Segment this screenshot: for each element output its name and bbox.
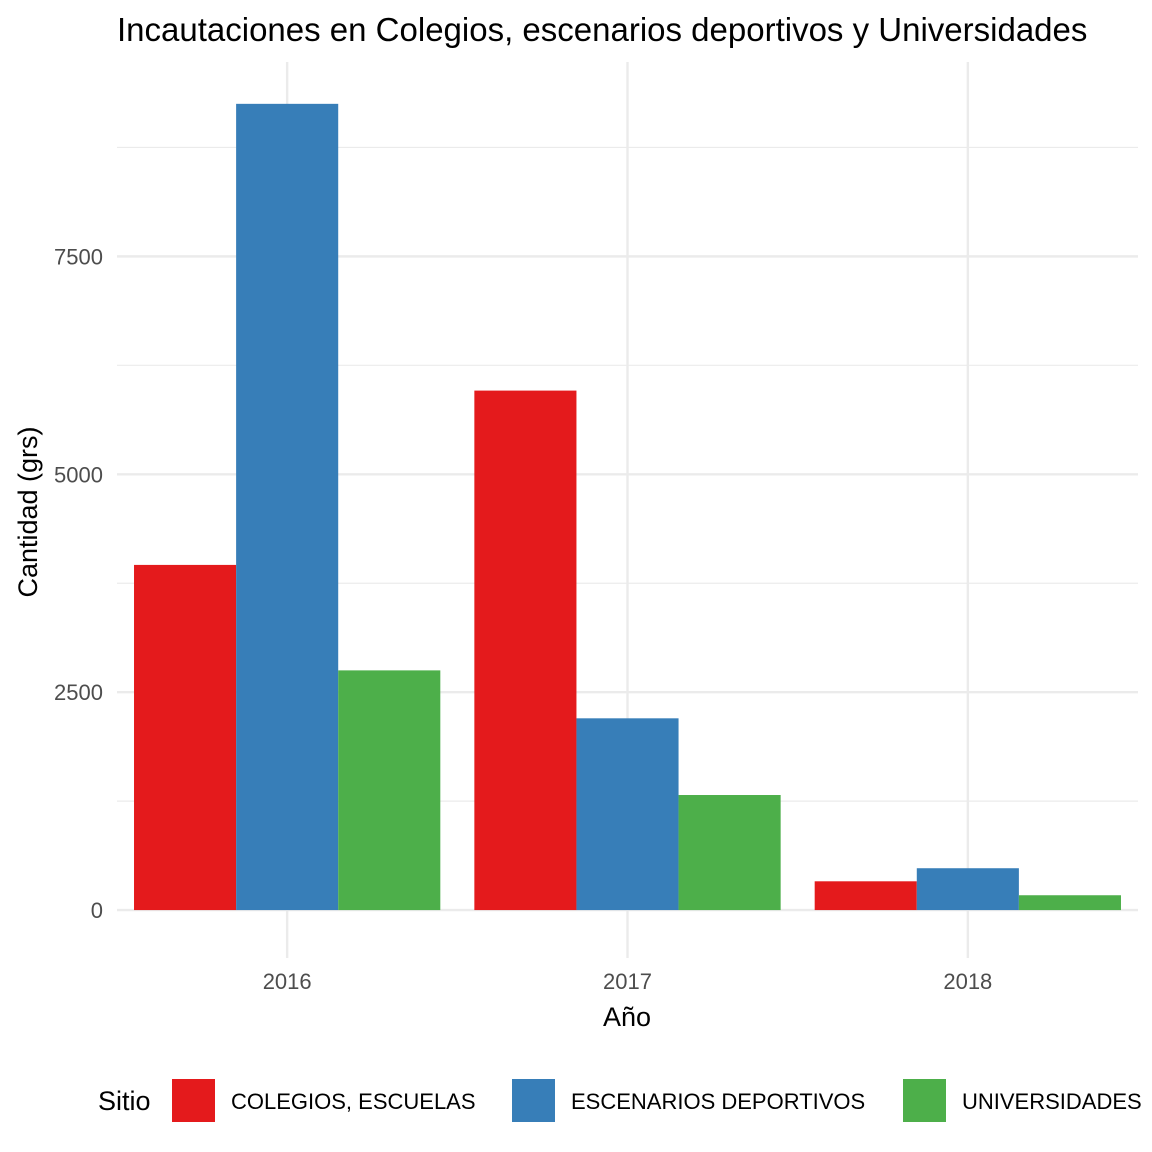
y-axis-ticks: 0 2500 5000 7500: [54, 244, 103, 923]
legend-label-3: UNIVERSIDADES: [962, 1089, 1142, 1114]
legend: Sitio COLEGIOS, ESCUELAS ESCENARIOS DEPOR…: [98, 1079, 1142, 1122]
legend-label-1: COLEGIOS, ESCUELAS: [231, 1089, 476, 1114]
legend-key-1: [172, 1079, 215, 1122]
y-axis-title: Cantidad (grs): [13, 426, 43, 597]
bar-2017-1: [474, 390, 577, 911]
legend-title: Sitio: [98, 1086, 151, 1116]
bar-2016-1: [134, 564, 237, 911]
y-tick-label: 7500: [54, 244, 103, 269]
x-axis-ticks: 2016 2017 2018: [263, 969, 993, 994]
y-tick-label: 2500: [54, 680, 103, 705]
x-axis-title: Año: [603, 1002, 651, 1032]
bar-2017-2: [576, 718, 679, 911]
y-tick-label: 5000: [54, 462, 103, 487]
bar-2016-3: [338, 670, 441, 911]
chart-title: Incautaciones en Colegios, escenarios de…: [117, 11, 1087, 48]
x-tick-label: 2016: [263, 969, 312, 994]
x-tick-label: 2017: [603, 969, 652, 994]
bar-2017-3: [678, 795, 781, 911]
bars: [134, 103, 1121, 911]
bar-2016-2: [236, 103, 339, 911]
bar-2018-2: [916, 868, 1019, 911]
x-tick-label: 2018: [943, 969, 992, 994]
legend-key-2: [512, 1079, 555, 1122]
legend-key-3: [903, 1079, 946, 1122]
y-tick-label: 0: [91, 898, 103, 923]
legend-label-2: ESCENARIOS DEPORTIVOS: [571, 1089, 865, 1114]
bar-2018-1: [814, 881, 917, 911]
bar-2018-3: [1018, 895, 1121, 911]
